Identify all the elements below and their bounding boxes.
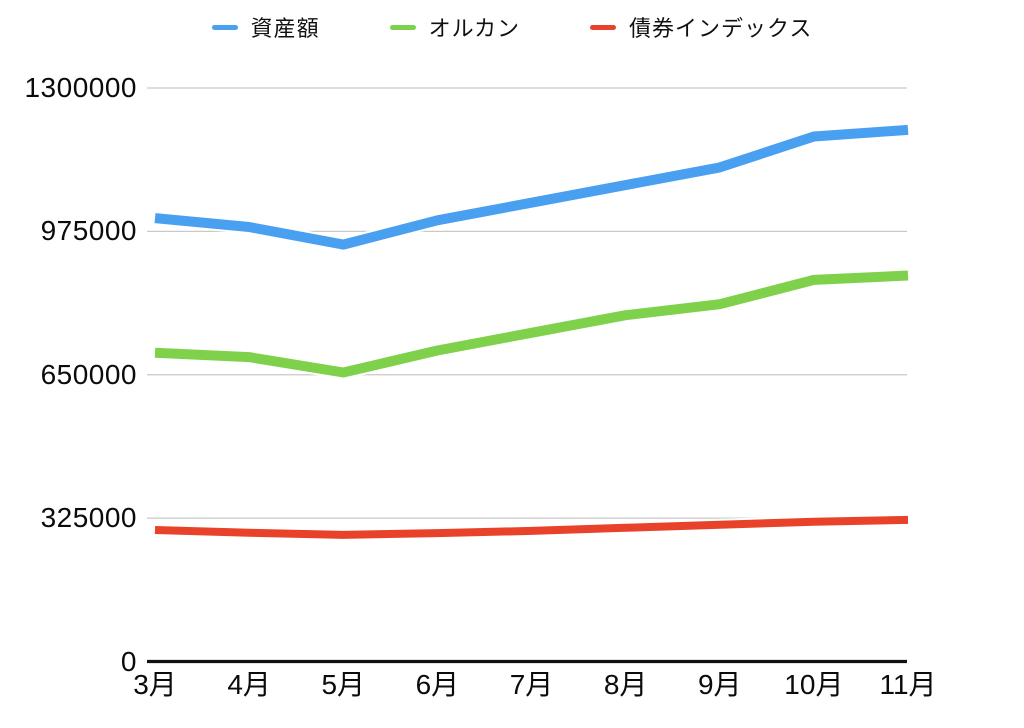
series-line-1 bbox=[154, 270, 909, 378]
chart-legend: 資産額 オルカン 債券インデックス bbox=[0, 10, 1024, 44]
y-tick-label: 0 bbox=[120, 645, 137, 677]
x-tick-label: 8月 bbox=[603, 669, 648, 700]
legend-item-2: 債券インデックス bbox=[590, 11, 812, 43]
x-tick-label: 3月 bbox=[133, 669, 177, 700]
legend-label: 資産額 bbox=[250, 16, 320, 41]
legend-label: オルカン bbox=[428, 16, 520, 41]
x-tick-label: 7月 bbox=[509, 669, 554, 700]
y-tick-label: 1300000 bbox=[24, 72, 137, 103]
legend-item-1: オルカン bbox=[389, 11, 520, 43]
series-line-0 bbox=[154, 124, 909, 250]
x-tick-label: 5月 bbox=[321, 669, 366, 700]
legend-swatch-icon bbox=[211, 24, 238, 30]
x-tick-label: 10月 bbox=[784, 669, 844, 700]
series-line-2 bbox=[154, 515, 909, 539]
x-tick-label: 9月 bbox=[697, 669, 742, 700]
x-tick-label: 6月 bbox=[415, 669, 460, 700]
legend-swatch-icon bbox=[590, 24, 616, 30]
legend-swatch-icon bbox=[389, 24, 416, 30]
y-tick-label: 975000 bbox=[40, 215, 137, 247]
y-tick-label: 325000 bbox=[40, 502, 137, 534]
x-tick-label: 11月 bbox=[879, 669, 937, 700]
legend-label: 債券インデックス bbox=[629, 16, 813, 41]
y-tick-label: 650000 bbox=[40, 358, 137, 390]
legend-item-0: 資産額 bbox=[211, 11, 320, 43]
x-tick-label: 4月 bbox=[227, 669, 271, 700]
